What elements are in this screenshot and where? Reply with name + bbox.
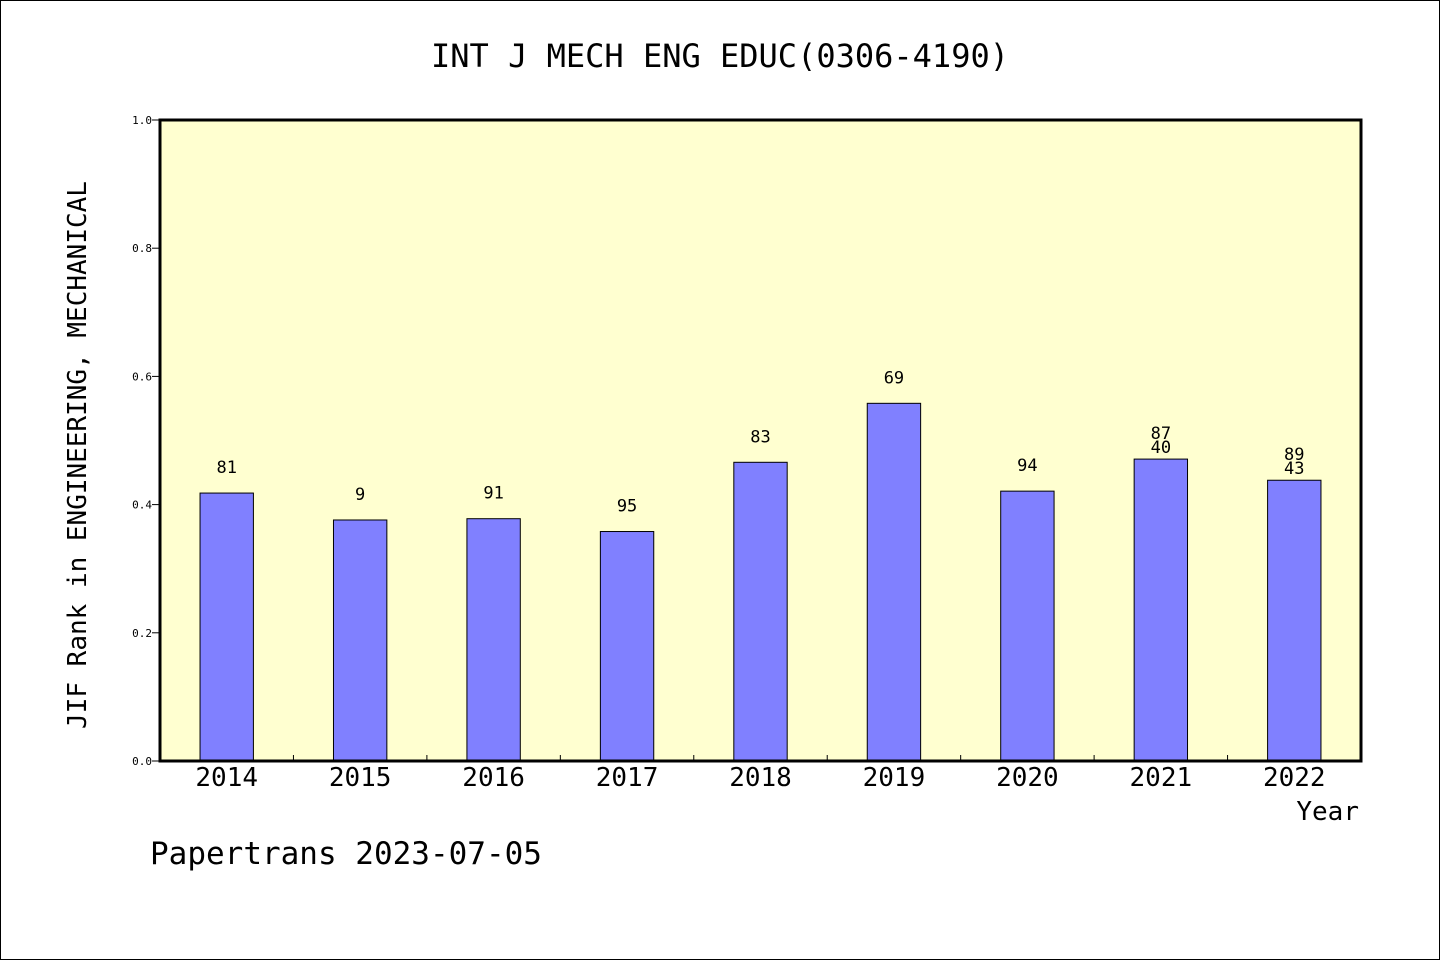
bar-2021: [1133, 458, 1189, 762]
x-tick-label: 2019: [863, 763, 926, 793]
x-tick-label: 2022: [1263, 763, 1326, 793]
y-axis: 0.0 0.2 0.4 0.6 0.8 1.0: [132, 114, 160, 768]
bar-2018: [733, 461, 788, 762]
bar-data-label: 89: [1284, 445, 1304, 465]
y-tick-label: 0.0: [132, 755, 152, 768]
bar-data-label: 94: [1017, 456, 1037, 476]
bars: [199, 402, 1322, 762]
bar-2014: [199, 492, 254, 762]
y-tick-label: 1.0: [132, 114, 152, 127]
plot-border: [158, 118, 1363, 763]
x-axis-label: Year: [1296, 797, 1359, 827]
y-tick-label: 0.8: [132, 242, 152, 255]
x-axis: 2014 2015 2016 2017 2018 2019 2020 2021 2022: [195, 755, 1326, 793]
bar-data-label: 87: [1151, 424, 1171, 444]
x-tick-label: 2015: [329, 763, 392, 793]
bar-2019: [866, 402, 922, 762]
bar-2022: [1267, 479, 1322, 762]
x-tick-label: 2020: [996, 763, 1059, 793]
bar-data-label: 40: [1151, 438, 1171, 458]
bar-2015: [332, 519, 388, 762]
chart-title: INT J MECH ENG EDUC(0306-4190): [431, 37, 1009, 75]
bar-data-label: 9: [355, 485, 365, 505]
bar-data-label: 81: [216, 458, 236, 478]
x-tick-label: 2021: [1130, 763, 1193, 793]
bar-data-label: 95: [617, 497, 637, 517]
bar-data-label: 69: [884, 368, 904, 388]
bar-data-label: 83: [750, 427, 770, 447]
bar-data-label: 91: [483, 484, 503, 504]
bar-2020: [1000, 490, 1055, 762]
y-axis-label: JIF Rank in ENGINEERING, MECHANICAL: [63, 181, 93, 729]
bar-2017: [599, 531, 655, 762]
y-tick-label: 0.4: [132, 499, 152, 512]
bar-2016: [466, 518, 521, 762]
x-tick-label: 2016: [462, 763, 525, 793]
x-tick-label: 2018: [729, 763, 792, 793]
footer-text: Papertrans 2023-07-05: [150, 836, 542, 872]
y-tick-label: 0.2: [132, 627, 152, 640]
bar-data-label: 43: [1284, 459, 1304, 479]
x-tick-label: 2017: [596, 763, 659, 793]
y-tick-label: 0.6: [132, 370, 152, 383]
x-tick-label: 2014: [195, 763, 258, 793]
